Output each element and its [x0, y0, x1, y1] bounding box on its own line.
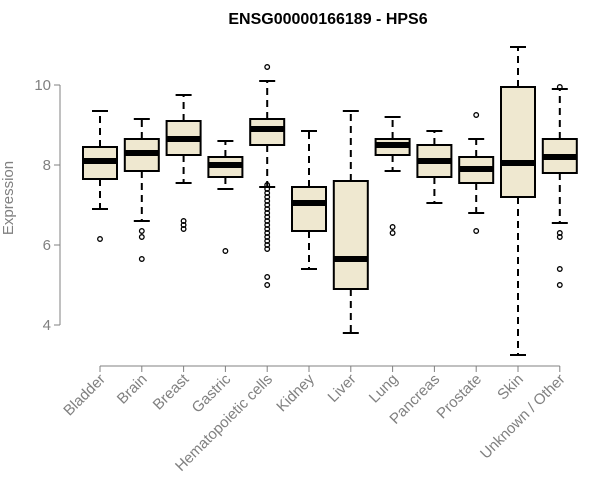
y-axis-label: Expression: [0, 161, 17, 235]
x-tick-label: Breast: [150, 370, 193, 413]
outlier-point: [390, 225, 395, 230]
outlier-point: [140, 235, 145, 240]
outlier-point: [474, 113, 479, 118]
box-kidney: [292, 131, 326, 269]
box-gastric: [208, 141, 242, 253]
box-pancreas: [417, 131, 451, 203]
x-tick-label: Skin: [494, 371, 527, 404]
y-tick-label: 4: [43, 317, 51, 334]
outlier-point: [558, 267, 563, 272]
outlier-point: [474, 229, 479, 234]
outlier-point: [265, 275, 270, 280]
box-brain: [125, 119, 159, 261]
x-tick-label: Bladder: [60, 371, 109, 420]
x-tick-label: Brain: [114, 371, 151, 408]
outlier-point: [558, 283, 563, 288]
y-tick-label: 8: [43, 157, 51, 174]
x-tick-label: Kidney: [273, 370, 318, 415]
iqr-box: [501, 87, 535, 197]
y-tick-label: 10: [34, 77, 51, 94]
outlier-point: [265, 283, 270, 288]
chart-title: ENSG00000166189 - HPS6: [228, 11, 427, 28]
box-breast: [167, 95, 201, 231]
iqr-box: [292, 187, 326, 231]
iqr-box: [334, 181, 368, 289]
box-prostate: [459, 113, 493, 234]
box-plot-chart: ENSG00000166189 - HPS6 Expression 46810 …: [0, 0, 600, 500]
boxes-group: [83, 47, 577, 355]
x-tick-label: Lung: [366, 371, 402, 407]
outlier-point: [223, 249, 228, 254]
outlier-point: [140, 257, 145, 262]
box-bladder: [83, 111, 117, 241]
y-axis: 4 6 8 10: [34, 77, 60, 334]
outlier-point: [98, 237, 103, 242]
box-lung: [376, 117, 410, 235]
box-skin: [501, 47, 535, 355]
box-unknown-other: [543, 85, 577, 288]
outlier-point: [265, 65, 270, 70]
x-tick-label: Prostate: [433, 371, 485, 423]
box-liver: [334, 111, 368, 333]
outlier-point: [390, 231, 395, 236]
x-tick-label: Liver: [325, 371, 360, 406]
outlier-point: [140, 229, 145, 234]
y-tick-label: 6: [43, 237, 51, 254]
box-hematopoietic-cells: [250, 65, 284, 288]
